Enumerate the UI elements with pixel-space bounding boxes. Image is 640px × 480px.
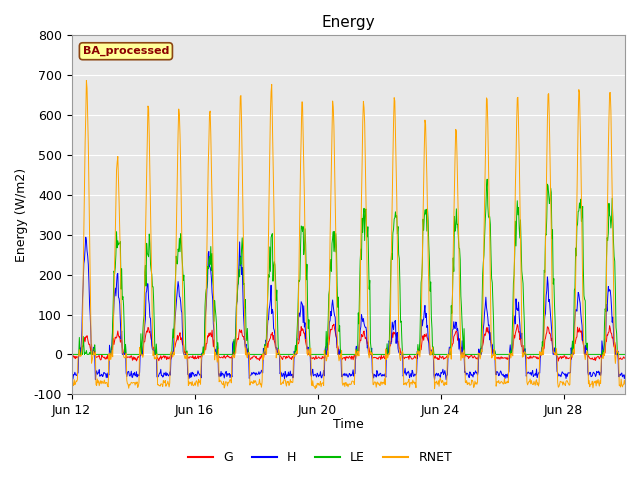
G	[68, 354, 76, 360]
G	[382, 356, 390, 361]
LE	[198, 351, 205, 357]
LE	[269, 278, 277, 284]
RNET	[68, 378, 76, 384]
Line: G: G	[72, 324, 625, 361]
H	[516, 322, 524, 327]
G	[554, 358, 562, 364]
LE	[299, 228, 307, 234]
RNET	[621, 381, 629, 387]
LE	[381, 351, 389, 357]
G	[198, 354, 205, 360]
RNET	[516, 191, 524, 196]
Text: BA_processed: BA_processed	[83, 46, 169, 56]
LE	[68, 351, 76, 357]
G	[269, 337, 277, 343]
LE	[515, 225, 523, 231]
Y-axis label: Energy (W/m2): Energy (W/m2)	[15, 168, 28, 262]
G	[621, 355, 629, 361]
G	[330, 321, 338, 327]
H	[68, 371, 76, 376]
G	[299, 326, 307, 332]
H	[270, 325, 278, 331]
H	[82, 234, 90, 240]
H	[442, 377, 450, 383]
G	[88, 341, 95, 347]
X-axis label: Time: Time	[333, 419, 364, 432]
Title: Energy: Energy	[321, 15, 375, 30]
H	[88, 351, 96, 357]
H	[382, 374, 390, 380]
RNET	[300, 132, 307, 137]
RNET	[83, 78, 90, 84]
Legend: G, H, LE, RNET: G, H, LE, RNET	[183, 446, 457, 469]
Line: LE: LE	[72, 179, 625, 354]
RNET	[270, 188, 278, 194]
Line: RNET: RNET	[72, 81, 625, 389]
H	[621, 372, 629, 378]
H	[198, 350, 206, 356]
RNET	[88, 357, 96, 363]
RNET	[198, 352, 206, 358]
Line: H: H	[72, 237, 625, 380]
H	[300, 320, 307, 325]
LE	[621, 351, 629, 357]
RNET	[383, 357, 390, 362]
LE	[88, 351, 95, 357]
RNET	[312, 386, 319, 392]
G	[515, 329, 523, 335]
LE	[483, 176, 491, 182]
